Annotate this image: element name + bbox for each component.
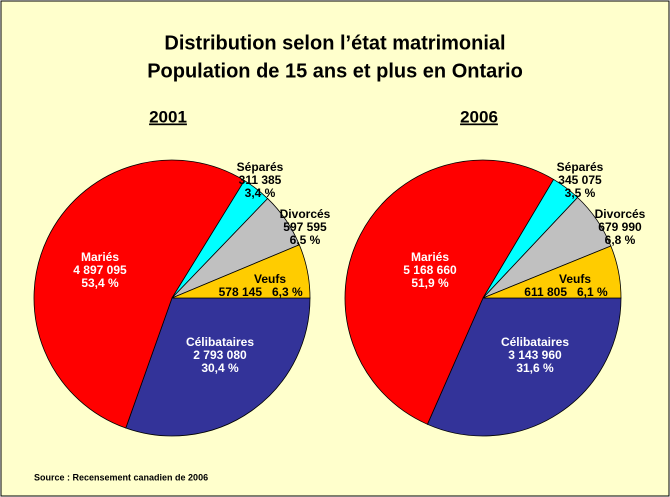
chart-title: Distribution selon l’état matrimonial <box>164 32 505 54</box>
pie-slice <box>33 159 245 429</box>
slice-label: Célibataires <box>501 335 569 349</box>
pie-title: 2001 <box>149 107 187 126</box>
value-label: 345 075 <box>558 173 602 187</box>
slice-label: Séparés <box>237 160 284 174</box>
pie-title: 2006 <box>460 107 498 126</box>
source: Source : Recensement canadien de 2006 <box>34 472 208 482</box>
value-label: 3 143 960 <box>508 348 562 362</box>
pie-slice <box>482 245 622 299</box>
percent-label: 6,1 % <box>577 285 608 299</box>
percent-label: 6,5 % <box>290 233 321 247</box>
percent-label: 53,4 % <box>81 276 119 290</box>
slice-label: Mariés <box>81 250 119 264</box>
slice-label: Veufs <box>254 272 286 286</box>
value-label: 2 793 080 <box>193 348 247 362</box>
value-label: 611 805 <box>524 285 567 299</box>
percent-label: 6,3 % <box>272 285 303 299</box>
pie-slice <box>344 159 555 425</box>
pie-slice <box>171 244 311 299</box>
slice-label: Veufs <box>559 272 591 286</box>
percent-label: 6,8 % <box>605 233 636 247</box>
percent-label: 3,4 % <box>245 186 276 200</box>
value-label: 679 990 <box>598 220 642 234</box>
pie-slice <box>426 297 622 437</box>
percent-label: 30,4 % <box>201 361 239 375</box>
slice-label: Divorcés <box>595 207 646 221</box>
value-label: 597 595 <box>283 220 327 234</box>
percent-label: 51,9 % <box>411 276 449 290</box>
percent-label: 3,5 % <box>565 186 596 200</box>
percent-label: 31,6 % <box>516 361 554 375</box>
value-label: 311 385 <box>239 173 282 187</box>
pie-slice <box>125 297 311 437</box>
slice-label: Mariés <box>411 250 449 264</box>
chart-subtitle: Population de 15 ans et plus en Ontario <box>147 60 523 82</box>
value-label: 5 168 660 <box>403 263 457 277</box>
value-label: 578 145 <box>219 285 263 299</box>
slice-label: Célibataires <box>186 335 254 349</box>
slice-label: Divorcés <box>280 207 331 221</box>
value-label: 4 897 095 <box>73 263 127 277</box>
slice-label: Séparés <box>557 160 604 174</box>
